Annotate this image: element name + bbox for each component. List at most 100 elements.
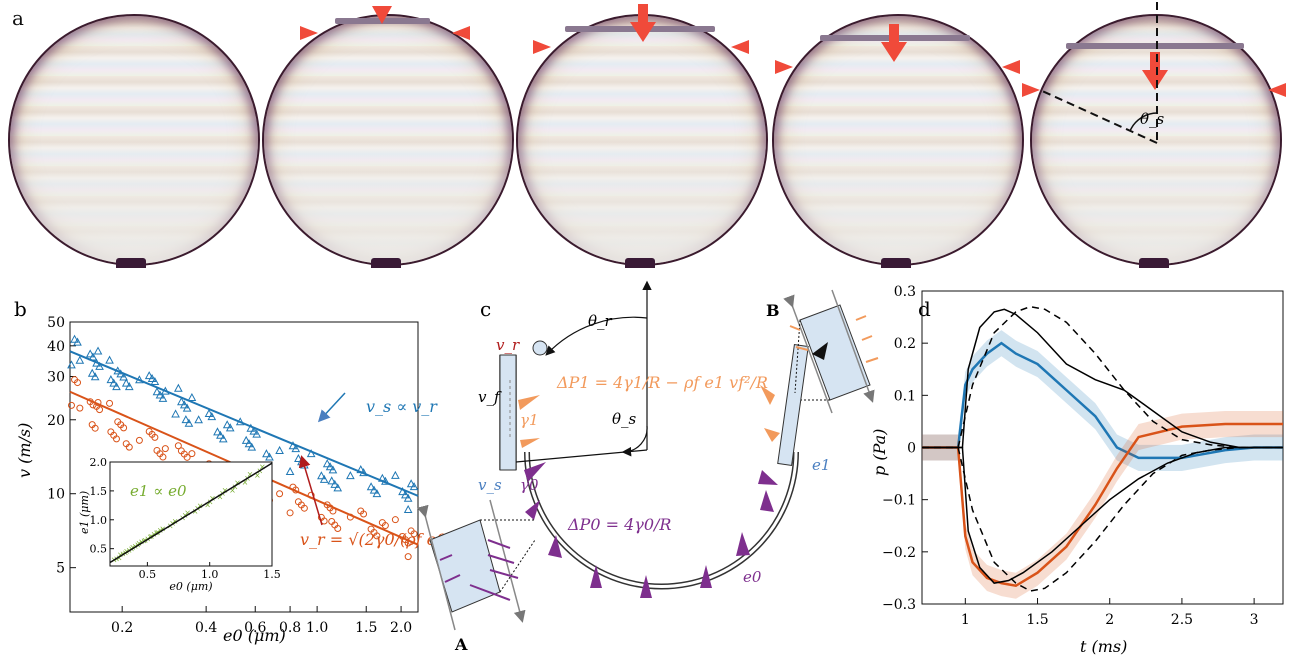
d-xtick-label: 3 [1250, 612, 1259, 628]
b-point-vs [155, 390, 165, 399]
theta-s-label-c: θ_s [612, 410, 637, 428]
b-point-vs [325, 462, 335, 471]
inset-point: × [123, 547, 130, 556]
b-point-vr [161, 445, 169, 453]
inset-point: × [259, 462, 266, 471]
d-line-dashed-pos [922, 305, 1283, 449]
b-point-vs [204, 408, 214, 418]
b-point-vs [391, 470, 400, 479]
panel-letter-c: c [480, 297, 491, 321]
b-point-vs [265, 452, 274, 461]
b-point-vr [391, 516, 399, 524]
b-point-vr [76, 404, 84, 412]
detail-B-label: B [766, 301, 780, 320]
b-ytick-label: 50 [47, 315, 65, 331]
b-point-vs [119, 372, 128, 381]
b-point-vs [333, 483, 343, 492]
b-point-vs [372, 489, 382, 498]
b-point-vs [152, 387, 162, 396]
panel-letter-b: b [14, 297, 27, 321]
b-point-vs [147, 373, 157, 383]
b-point-vs [105, 355, 114, 364]
b-point-vs [218, 434, 228, 443]
inset-xlabel: e0 (μm) [169, 580, 212, 593]
b-point-vs [194, 415, 203, 424]
b-point-vs [213, 427, 222, 436]
gamma1-label: γ1 [520, 411, 539, 429]
b-point-vs [112, 382, 121, 391]
b-point-vs [93, 346, 103, 355]
b-point-vs [291, 444, 301, 453]
b-point-vs [330, 479, 340, 488]
b-xtick-label: 1.5 [355, 620, 377, 636]
b-point-vs [177, 397, 186, 406]
inset-point: × [229, 486, 236, 495]
bubble-neck [625, 258, 655, 268]
detail-B [783, 289, 879, 414]
b-point-vs [241, 435, 251, 444]
inset-ytick-label: 2.0 [90, 456, 108, 469]
e1-label: e1 [812, 456, 830, 474]
vr-formula-label: v_r = √(2γ0/(ρf e0)) [300, 530, 459, 549]
b-point-vs [124, 382, 134, 391]
inset-point: × [234, 479, 241, 488]
inset-point: × [136, 539, 143, 548]
b-point-vs [181, 415, 191, 424]
b-point-vr [120, 424, 128, 432]
inset-point: × [232, 482, 239, 491]
inset-point: × [157, 526, 164, 535]
inset-xtick-label: 1.0 [201, 568, 219, 581]
bubble-neck [371, 258, 401, 268]
b-xtick-label: 0.6 [244, 620, 266, 636]
b-point-vs [306, 449, 316, 458]
inset-xtick-label: 0.5 [139, 568, 157, 581]
b-point-vs [406, 479, 416, 488]
d-ytick-label: 0.1 [894, 388, 916, 404]
d-ytick-label: 0.2 [894, 336, 916, 352]
bubble-schematic [499, 280, 809, 590]
b-point-vs [109, 378, 119, 387]
inset-point: × [209, 494, 216, 503]
panel-letter-a: a [12, 6, 24, 30]
b-point-vs [285, 466, 295, 475]
b-xlabel: e0 (μm) [223, 626, 286, 645]
b-point-vs [369, 485, 379, 494]
b-point-vr [74, 379, 82, 387]
b-point-vr [183, 453, 191, 461]
inset-point: × [159, 524, 166, 533]
panel-letter-d: d [918, 297, 931, 321]
b-point-vs [225, 423, 235, 432]
b-ylabel: v (m/s) [15, 423, 34, 478]
b-point-vs [179, 400, 189, 409]
inset-point: × [254, 471, 261, 480]
b-point-vr [125, 443, 133, 451]
vr-label: v_r [496, 336, 520, 354]
b-point-vr [96, 406, 104, 414]
b-point-vs [409, 482, 419, 491]
b-point-vr [373, 532, 381, 540]
b-point-vs [67, 360, 76, 369]
bubble-frame-4 [772, 14, 1024, 266]
b-point-vs [75, 355, 85, 364]
b-point-vr [174, 442, 182, 450]
inset-point: × [192, 507, 199, 516]
bubble-neck [1139, 258, 1169, 268]
b-xtick-label: 1.0 [306, 620, 328, 636]
b-ytick-label: 5 [56, 561, 65, 577]
d-xtick-label: 2 [1105, 612, 1114, 628]
theta-s-label-a: θ_s [1140, 110, 1165, 128]
b-point-vr [286, 509, 294, 517]
dp1-label: ΔP1 = 4γ1/R − ρf e1 vf²/R [556, 373, 768, 392]
b-point-vs [403, 493, 413, 502]
d-band-orange [922, 410, 1283, 599]
b-point-vs [182, 403, 192, 412]
b-point-vs [70, 334, 79, 343]
rupture-edge [1066, 43, 1244, 49]
b-point-vs [366, 482, 376, 491]
b-xtick-label: 0.8 [279, 620, 301, 636]
bubble-frame-3 [516, 14, 768, 266]
rupture-arrows [300, 4, 1286, 97]
d-line-dashed-neg [922, 446, 1283, 592]
b-point-vs [322, 459, 332, 468]
